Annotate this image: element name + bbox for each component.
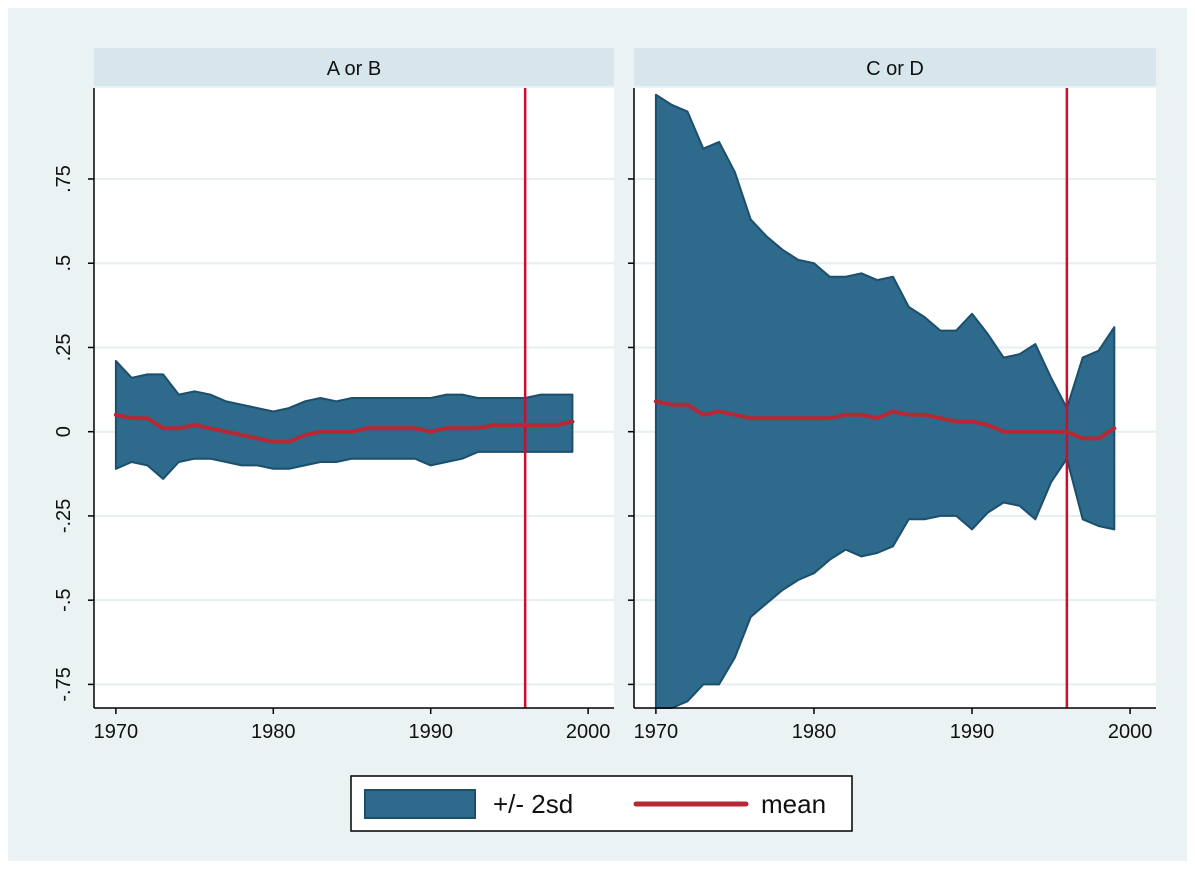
panel-2: C or D 1970 1980 1990 2000 [628,48,1156,743]
panel-title: A or B [327,58,381,80]
legend-label-mean: mean [761,789,826,819]
y-tick-label: -.75 [53,667,75,701]
x-tick-label: 2000 [1108,721,1153,743]
y-tick-label: .5 [53,255,75,272]
panel-strip [634,48,1156,86]
x-tick-label: 2000 [566,721,611,743]
legend-swatch-band [364,789,476,819]
y-tick-label: -.5 [53,589,75,612]
x-tick-label: 1970 [94,721,139,743]
panel-title: C or D [866,58,924,80]
y-tick-label: 0 [53,426,75,437]
panel-strip [94,48,614,86]
y-tick-label: -.25 [53,499,75,533]
band-2sd [114,359,574,480]
x-tick-label: 1980 [792,721,837,743]
x-tick-label: 1990 [950,721,995,743]
legend-label-band: +/- 2sd [493,789,573,819]
x-tick-label: 1970 [634,721,679,743]
band-2sd [654,93,1116,709]
y-tick-label: .25 [53,334,75,362]
x-tick-label: 1990 [408,721,453,743]
legend: +/- 2sd mean [350,775,853,832]
mean-line [113,412,575,444]
mean-line [653,399,1117,441]
panel-1: A or B -.75 -.5 -.25 0 .25 .5 .75 1970 1980 1990 20… [53,48,614,743]
y-tick-label: .75 [53,165,75,193]
x-tick-label: 1980 [251,721,296,743]
